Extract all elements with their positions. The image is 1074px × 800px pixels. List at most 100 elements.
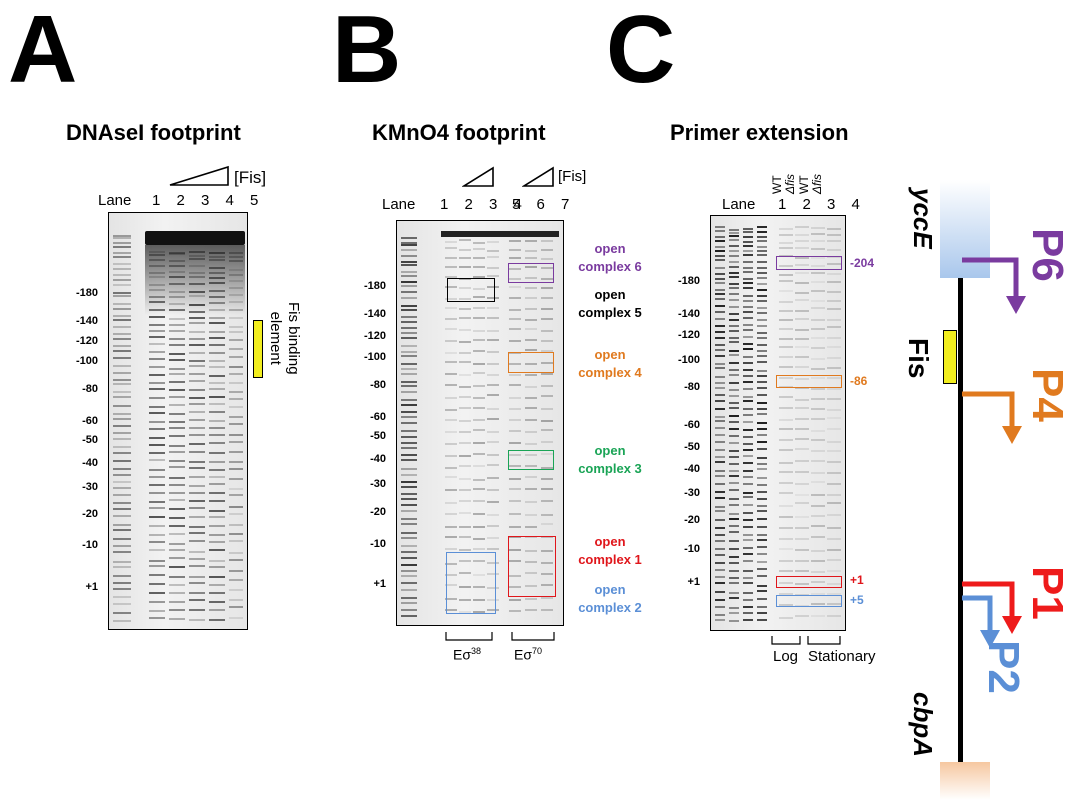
gel-band [757, 463, 767, 466]
gel-band [473, 317, 485, 320]
gel-band [779, 428, 793, 430]
gel-band [827, 233, 841, 236]
gel-band [459, 610, 471, 613]
gel-band [209, 403, 225, 405]
gel-band [169, 524, 185, 527]
gel-band [189, 396, 205, 399]
gel-band [811, 449, 825, 452]
gel-band [445, 584, 457, 587]
gel-band [795, 247, 809, 250]
gel-band [757, 245, 767, 248]
gel-band [795, 328, 809, 331]
gel-band [113, 273, 131, 276]
gel-band [401, 518, 417, 521]
gel-band [779, 265, 793, 268]
tick: -100 [75, 355, 98, 367]
gel-band [149, 459, 165, 462]
panel-c-ticks: -180 -140 -120 -100 -80 -60 -50 -40 -30 … [656, 215, 706, 631]
gel-band [743, 504, 753, 507]
gel-band [509, 248, 521, 251]
gel-band [795, 482, 809, 485]
p1-text: P1 [1023, 566, 1072, 620]
gel-band [487, 373, 499, 376]
marker-plus5-label: +5 [850, 593, 864, 607]
gel-band [757, 354, 767, 357]
gel-band [229, 397, 243, 400]
tick: -20 [684, 514, 700, 526]
gel-band [509, 407, 521, 410]
gel-band [757, 236, 767, 239]
gel-band [509, 297, 521, 300]
gel-band [715, 591, 725, 594]
gel-band [757, 597, 767, 600]
gel-band [487, 317, 499, 320]
gel-band [715, 420, 725, 423]
gel-band [459, 455, 471, 457]
gel-band [729, 489, 739, 492]
gel-band [509, 559, 521, 562]
gel-band [743, 407, 753, 410]
gel-band [757, 283, 767, 285]
gel-band [541, 258, 553, 261]
gel-band [811, 438, 825, 441]
gel-band [189, 460, 205, 463]
gel-band [795, 582, 809, 585]
panel-b-title: KMnO4 footprint [372, 120, 546, 145]
gel-band [209, 452, 225, 455]
gel-band [743, 348, 753, 351]
dna-line [958, 278, 963, 762]
gel-band [149, 427, 165, 430]
tick: +1 [687, 576, 700, 588]
gel-band [795, 448, 809, 451]
gel-band [209, 500, 225, 503]
gel-band [149, 484, 165, 487]
gel-band [113, 236, 131, 239]
gel-band [487, 329, 499, 332]
gel-band [113, 404, 131, 407]
gel-band [811, 592, 825, 595]
gel-band [487, 306, 499, 309]
gel-band [729, 312, 739, 315]
gel-band [729, 272, 739, 275]
complex-2-box [446, 552, 496, 614]
gel-band [189, 557, 205, 560]
gel-band [113, 620, 131, 622]
gel-band [229, 523, 243, 526]
gel-band [113, 267, 131, 270]
gel-band [169, 323, 185, 326]
gel-band [525, 431, 537, 433]
gel-band [811, 347, 825, 350]
gel-band [743, 428, 753, 431]
gel-band [473, 350, 485, 353]
gel-band [757, 440, 767, 443]
gel-band [209, 576, 225, 579]
gel-band [827, 388, 841, 391]
cbpA-gene-block [940, 762, 990, 800]
gel-band [401, 422, 417, 425]
sigma-70-sup: 70 [531, 646, 542, 656]
gel-band [149, 357, 165, 360]
gel-band [779, 241, 793, 244]
gel-band [525, 374, 537, 377]
gel-band [113, 602, 131, 605]
gel-band [715, 598, 725, 601]
gel-band [401, 237, 417, 240]
gel-band [113, 278, 131, 281]
gel-band [509, 610, 521, 613]
gel-band [779, 516, 793, 518]
gel-band [401, 373, 417, 375]
gel-band [473, 525, 485, 528]
gel-band [229, 558, 243, 561]
gel-band [827, 483, 841, 486]
gel-band [715, 343, 725, 346]
gel-band [811, 397, 825, 400]
gel-band [525, 465, 537, 468]
sigma-70-label: Eσ70 [514, 646, 542, 663]
gel-band [757, 427, 767, 430]
gel-band [401, 446, 417, 449]
gel-band [445, 598, 457, 600]
gel-band [541, 487, 553, 490]
gel-band [743, 552, 753, 555]
gel-band [715, 230, 725, 233]
gel-band [827, 263, 841, 265]
